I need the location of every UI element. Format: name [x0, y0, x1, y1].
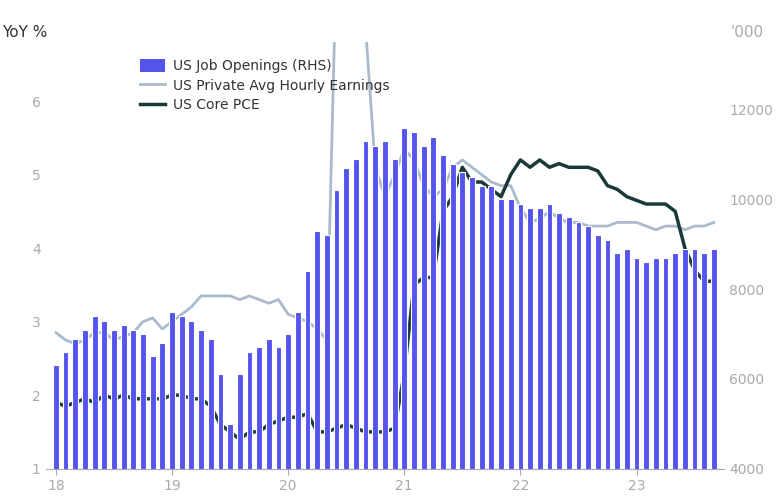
Bar	[150, 356, 155, 500]
Bar	[517, 204, 523, 500]
Bar	[82, 330, 88, 500]
Bar	[295, 312, 301, 500]
Line: US Private Avg Hourly Earnings: US Private Avg Hourly Earnings	[56, 0, 714, 344]
US Core PCE	[438, 208, 448, 214]
Bar	[198, 330, 204, 500]
Bar	[92, 316, 98, 500]
Bar	[53, 366, 58, 500]
Bar	[382, 141, 388, 500]
Bar	[633, 258, 640, 500]
Bar	[615, 253, 620, 500]
Bar	[576, 222, 581, 500]
Bar	[585, 226, 591, 500]
Bar	[392, 159, 398, 500]
US Core PCE	[51, 400, 61, 406]
US Core PCE	[177, 392, 186, 398]
Bar	[179, 316, 185, 500]
Bar	[266, 338, 271, 500]
Bar	[314, 231, 320, 500]
Bar	[159, 343, 165, 500]
Bar	[498, 200, 504, 500]
Bar	[101, 320, 107, 500]
Bar	[624, 249, 629, 500]
Bar	[411, 132, 417, 500]
Bar	[305, 271, 310, 500]
Bar	[527, 208, 533, 500]
US Core PCE	[158, 396, 167, 402]
Bar	[653, 258, 659, 500]
US Core PCE	[235, 436, 244, 442]
US Private Avg Hourly Earnings	[70, 340, 80, 346]
Bar	[169, 312, 175, 500]
Bar	[604, 240, 611, 500]
Bar	[111, 330, 117, 500]
US Core PCE	[709, 278, 718, 284]
Legend: US Job Openings (RHS), US Private Avg Hourly Earnings, US Core PCE: US Job Openings (RHS), US Private Avg Ho…	[134, 54, 395, 118]
US Private Avg Hourly Earnings	[186, 304, 196, 310]
Bar	[130, 330, 136, 500]
Bar	[140, 334, 146, 500]
Bar	[488, 186, 495, 500]
Bar	[537, 208, 543, 500]
US Private Avg Hourly Earnings	[574, 220, 583, 226]
Bar	[285, 334, 291, 500]
Bar	[672, 253, 678, 500]
Bar	[372, 146, 378, 500]
Bar	[218, 374, 223, 500]
Bar	[469, 177, 475, 500]
Bar	[547, 204, 552, 500]
US Core PCE	[516, 157, 525, 163]
Bar	[440, 154, 446, 500]
Bar	[121, 325, 126, 500]
Bar	[402, 128, 407, 500]
Bar	[556, 213, 562, 500]
Bar	[353, 159, 359, 500]
US Core PCE	[574, 164, 583, 170]
Bar	[682, 249, 688, 500]
US Core PCE	[100, 392, 109, 398]
Bar	[62, 352, 69, 500]
Bar	[450, 164, 456, 500]
Bar	[275, 348, 282, 500]
Bar	[595, 236, 601, 500]
Bar	[237, 374, 243, 500]
US Private Avg Hourly Earnings	[709, 220, 718, 226]
Bar	[420, 146, 427, 500]
Line: US Core PCE: US Core PCE	[56, 160, 714, 439]
Bar	[246, 352, 253, 500]
Bar	[566, 218, 572, 500]
Bar	[459, 172, 465, 500]
Bar	[343, 168, 349, 500]
Bar	[644, 262, 649, 500]
Bar	[73, 338, 78, 500]
US Private Avg Hourly Earnings	[109, 337, 119, 343]
Bar	[663, 258, 668, 500]
Bar	[508, 200, 514, 500]
Bar	[207, 338, 214, 500]
Bar	[431, 136, 436, 500]
Bar	[189, 320, 194, 500]
US Core PCE	[700, 278, 709, 284]
US Private Avg Hourly Earnings	[448, 164, 457, 170]
Bar	[479, 186, 484, 500]
Bar	[256, 348, 262, 500]
Bar	[692, 249, 697, 500]
Bar	[363, 141, 368, 500]
Text: YoY %: YoY %	[2, 26, 48, 40]
US Private Avg Hourly Earnings	[168, 318, 177, 324]
Bar	[324, 236, 330, 500]
Bar	[711, 249, 717, 500]
US Private Avg Hourly Earnings	[700, 223, 709, 229]
Bar	[701, 253, 707, 500]
US Private Avg Hourly Earnings	[51, 330, 61, 336]
Bar	[334, 190, 339, 500]
Bar	[227, 424, 233, 500]
Text: '000: '000	[730, 26, 764, 40]
